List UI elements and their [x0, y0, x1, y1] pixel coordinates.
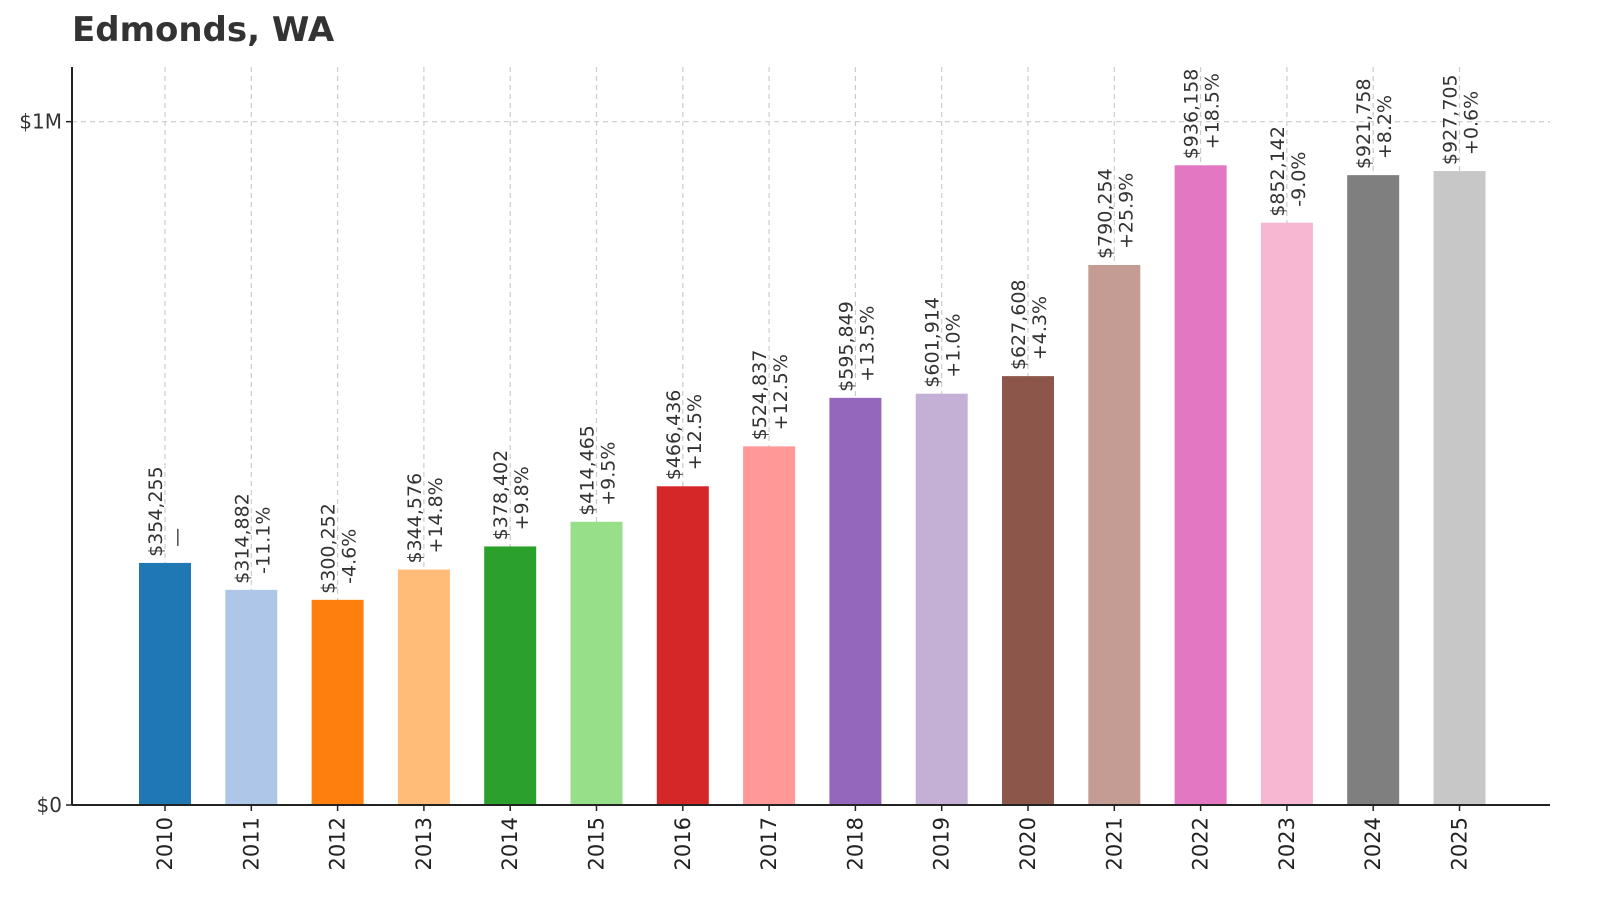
x-tick-label: 2019 [930, 817, 954, 870]
x-tick-label: 2017 [757, 817, 781, 870]
x-tick-label: 2022 [1189, 817, 1213, 870]
value-label: $414,465 [577, 425, 599, 516]
change-label: +9.5% [598, 442, 620, 506]
bar-layer [139, 165, 1486, 806]
chart-title: Edmonds, WA [72, 10, 335, 50]
bar-2021 [1088, 264, 1141, 805]
x-tick-label: 2018 [843, 817, 867, 870]
value-label: $927,705 [1440, 74, 1462, 165]
bar-2019 [915, 393, 968, 805]
x-tick-label: 2021 [1102, 817, 1126, 870]
value-label: $852,142 [1267, 126, 1289, 217]
value-label: $314,882 [231, 493, 253, 584]
change-label: -11.1% [252, 507, 274, 574]
change-label: +0.6% [1461, 91, 1483, 155]
change-label: -4.6% [339, 529, 361, 584]
x-tick-label: 2014 [498, 817, 522, 870]
value-label: $936,158 [1181, 69, 1203, 160]
bar-2015 [570, 521, 623, 805]
value-label: $300,252 [318, 503, 340, 594]
change-label: +1.0% [943, 313, 965, 377]
label-layer: $0 $1M 2010 $354,255 — 2011 $314,882-11.1% 2012… [19, 69, 1482, 871]
bar-2011 [225, 589, 278, 805]
value-label: $790,254 [1094, 168, 1116, 259]
value-label: $627,608 [1008, 279, 1030, 370]
axis-layer [66, 67, 1550, 811]
bar-2016 [656, 486, 709, 805]
value-label: $378,402 [490, 450, 512, 541]
y-tick-label: $1M [19, 110, 62, 134]
change-label: -9.0% [1288, 152, 1310, 207]
value-label: $921,758 [1353, 78, 1375, 169]
bar-2013 [397, 569, 450, 805]
bar-2020 [1002, 376, 1054, 805]
y-tick-label: $0 [37, 793, 62, 817]
change-label: +9.8% [511, 466, 533, 530]
x-tick-label: 2024 [1361, 817, 1385, 870]
bar-2024 [1347, 175, 1400, 806]
value-label: $595,849 [835, 301, 857, 392]
bar-2022 [1174, 165, 1227, 805]
bar-2017 [743, 446, 796, 805]
x-tick-label: 2020 [1016, 817, 1040, 870]
change-label: +4.3% [1029, 296, 1051, 360]
value-label: $354,255 [145, 466, 167, 557]
change-label: +13.5% [856, 306, 878, 382]
x-tick-label: 2016 [671, 817, 695, 870]
x-tick-label: 2012 [326, 817, 350, 870]
x-tick-label: 2011 [239, 817, 263, 870]
value-label: $601,914 [922, 297, 944, 388]
change-label: +25.9% [1115, 173, 1137, 249]
x-tick-label: 2015 [585, 817, 609, 870]
bar-2025 [1433, 171, 1486, 806]
bar-2018 [829, 397, 882, 805]
change-label: — [166, 528, 188, 547]
bar-2010 [139, 562, 191, 805]
change-label: +18.5% [1202, 73, 1224, 149]
value-label: $524,837 [749, 350, 771, 441]
x-tick-label: 2010 [153, 817, 177, 870]
change-label: +12.5% [770, 354, 792, 430]
change-label: +8.2% [1374, 95, 1396, 159]
bar-2012 [311, 599, 364, 805]
value-label: $466,436 [663, 390, 685, 481]
change-label: +14.8% [425, 477, 447, 553]
bar-2023 [1260, 222, 1313, 805]
bar-2014 [484, 546, 537, 805]
x-tick-label: 2025 [1448, 817, 1472, 870]
change-label: +12.5% [684, 394, 706, 470]
x-tick-label: 2023 [1275, 817, 1299, 870]
grid-layer [72, 67, 1550, 805]
x-tick-label: 2013 [412, 817, 436, 870]
value-label: $344,576 [404, 473, 426, 564]
